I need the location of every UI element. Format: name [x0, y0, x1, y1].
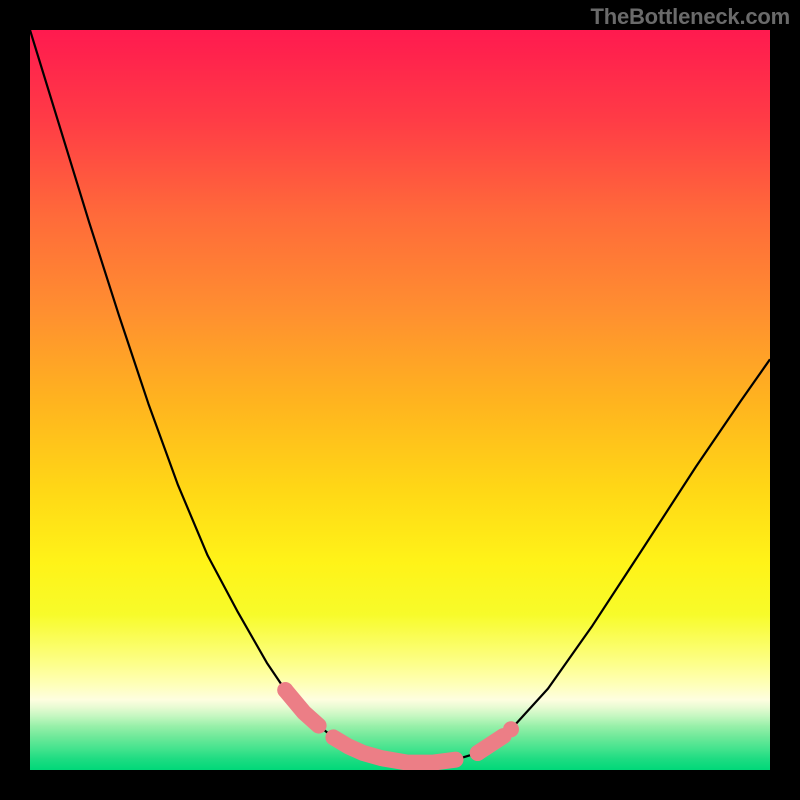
highlight-segment-1 — [333, 737, 455, 762]
highlight-dot-0 — [277, 682, 293, 698]
highlight-dot-1 — [470, 745, 486, 761]
chart-frame: TheBottleneck.com — [0, 0, 800, 800]
watermark-text: TheBottleneck.com — [590, 4, 790, 30]
bottleneck-curve — [30, 30, 770, 763]
highlight-dot-2 — [503, 721, 519, 737]
plot-svg — [30, 30, 770, 770]
